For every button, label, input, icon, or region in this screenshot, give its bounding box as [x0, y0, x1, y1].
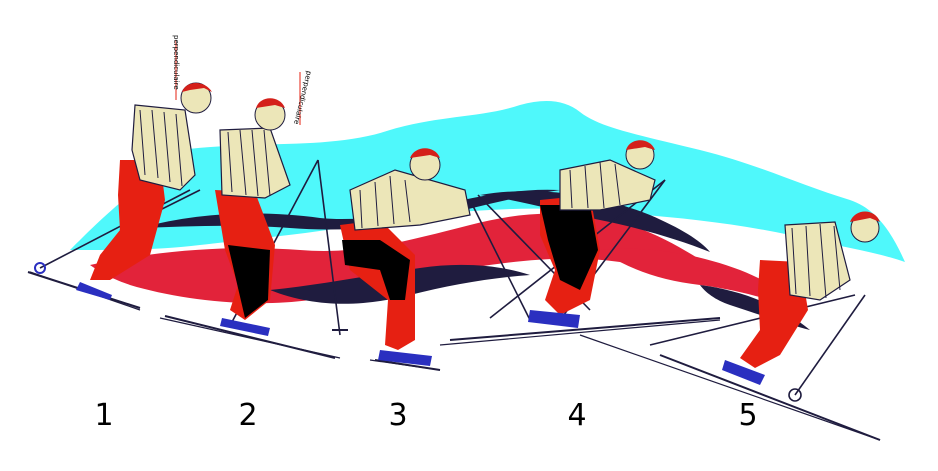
skier-1 — [27, 40, 212, 309]
step-number-1: 1 — [94, 398, 114, 433]
step-number-3: 3 — [388, 398, 408, 433]
skier-2 — [164, 72, 348, 359]
snow-wave-red-2 — [600, 248, 805, 310]
step-number-4: 4 — [567, 398, 587, 433]
step-number-2: 2 — [238, 398, 258, 433]
skier-4 — [449, 140, 721, 341]
skier-3 — [340, 148, 591, 371]
skier-5 — [649, 211, 881, 441]
step-number-5: 5 — [738, 398, 758, 433]
perpendicular-label-1: perpendiculaire — [172, 35, 180, 90]
